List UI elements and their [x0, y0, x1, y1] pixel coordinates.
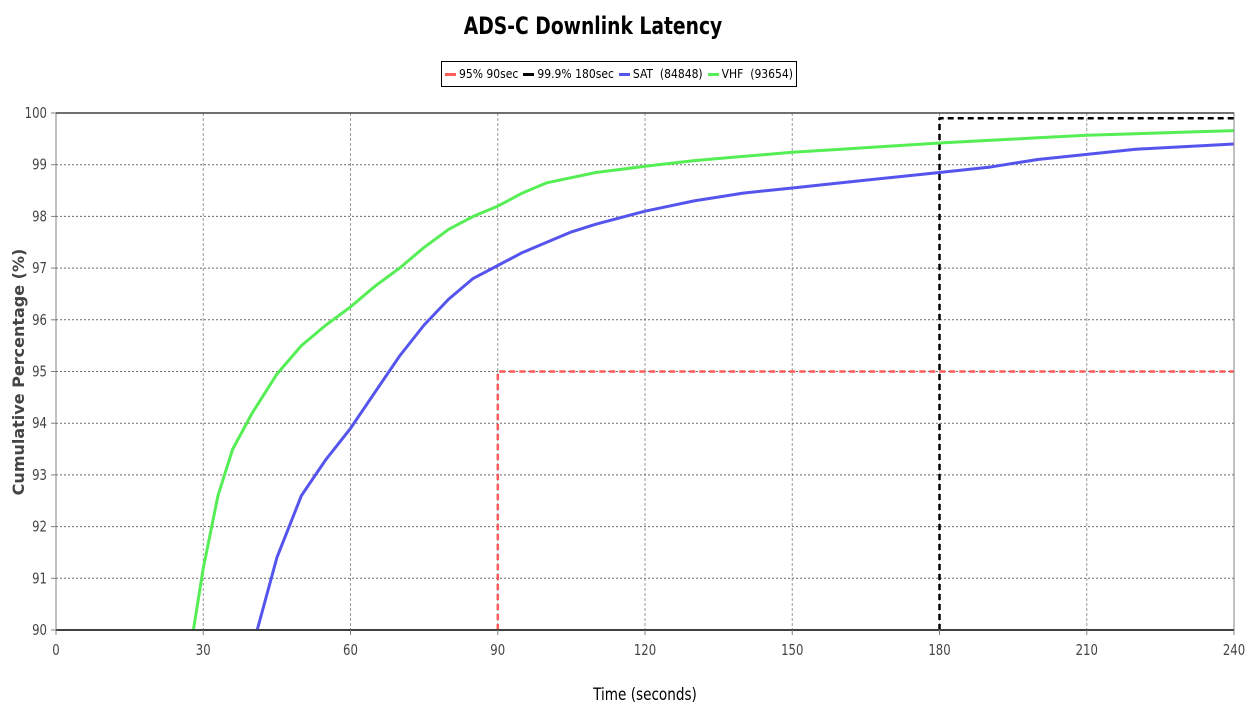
- y-tick-label: 100: [25, 106, 47, 123]
- x-tick-label: 90: [490, 643, 505, 660]
- y-tick-label: 95: [32, 364, 47, 381]
- x-tick-label: 240: [1223, 643, 1245, 660]
- tick-labels: 0 30 60 90 120 150 180 210 240 90 91 92 93 94 95 96 97 98…: [25, 106, 1245, 660]
- legend-item-sat: SAT (84848): [618, 67, 703, 81]
- legend: 95% 90sec 99.9% 180sec SAT (84848) VHF (…: [441, 61, 797, 87]
- y-tick-label: 93: [32, 468, 47, 485]
- legend-swatch-sat: [618, 72, 630, 76]
- x-tick-label: 210: [1076, 643, 1098, 660]
- series-line-vhf-93654: [191, 129, 1235, 631]
- grid-lines: [56, 113, 1234, 630]
- legend-swatch-95-target: [445, 72, 456, 76]
- y-tick-label: 98: [32, 209, 47, 226]
- y-tick-label: 94: [32, 416, 47, 433]
- legend-label-sat: SAT (84848): [632, 67, 703, 81]
- x-tick-label: 120: [634, 643, 656, 660]
- legend-label-95-target: 95% 90sec: [459, 67, 519, 81]
- legend-item-999-target: 99.9% 180sec: [523, 67, 614, 81]
- axes: [51, 112, 1235, 635]
- legend-item-vhf: VHF (93654): [707, 67, 793, 81]
- x-tick-label: 180: [928, 643, 950, 660]
- legend-swatch-vhf: [707, 72, 719, 76]
- series-layer: [191, 116, 1235, 631]
- x-tick-label: 150: [781, 643, 803, 660]
- x-axis-label: Time (seconds): [592, 685, 697, 705]
- y-tick-label: 90: [32, 623, 47, 640]
- legend-swatch-999-target: [523, 72, 535, 76]
- legend-label-vhf: VHF (93654): [721, 67, 793, 81]
- y-tick-label: 97: [32, 261, 47, 278]
- y-tick-label: 99: [32, 157, 47, 174]
- y-tick-label: 91: [32, 571, 47, 588]
- y-axis-label: Cumulative Percentage (%): [9, 249, 28, 496]
- series-line-99-9-180sec: [938, 116, 1234, 630]
- y-tick-label: 96: [32, 313, 47, 330]
- x-tick-label: 0: [52, 643, 59, 660]
- series-line-sat-84848: [255, 142, 1235, 631]
- legend-item-95-target: 95% 90sec: [445, 67, 518, 81]
- chart-title: ADS-C Downlink Latency: [463, 12, 723, 40]
- x-tick-label: 60: [343, 643, 358, 660]
- x-tick-label: 30: [196, 643, 211, 660]
- y-tick-label: 92: [32, 519, 47, 536]
- legend-label-999-target: 99.9% 180sec: [537, 67, 614, 81]
